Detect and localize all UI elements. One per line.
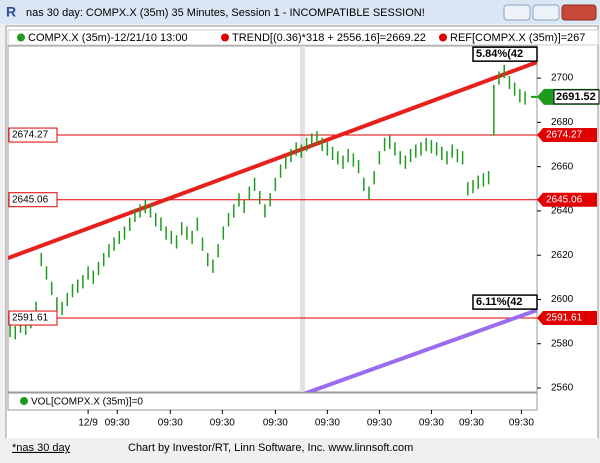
maximize-button[interactable] [532,4,560,21]
close-button[interactable] [561,4,597,21]
credit: Chart by Investor/RT, Linn Software, Inc… [128,442,413,454]
x-tick-label: 09:30 [315,418,340,429]
legend-entry: REF[COMPX.X (35m)]=267 [450,32,585,44]
reference-label-box [8,127,58,143]
title-bar [0,0,600,24]
y-tick-label: 2560 [551,383,574,394]
volume-icon [20,397,28,405]
minimize-button[interactable] [503,4,531,21]
legend-icon [439,33,447,42]
x-tick-label: 09:30 [367,418,392,429]
x-tick-label: 12/9 [78,418,98,429]
legend-icon [221,33,229,42]
x-tick-label: 09:30 [105,418,130,429]
app-logo: R [6,4,16,20]
x-tick-label: 09:30 [459,418,484,429]
trend-line [303,308,537,392]
x-tick-label: 09:30 [158,418,183,429]
y-tick-label: 2660 [551,161,574,172]
reference-label-box [8,310,58,326]
legend-entry: TREND[(0.36)*318 + 2556.16]=2669.22 [232,32,426,44]
x-tick-label: 09:30 [210,418,235,429]
plot-layer [8,60,537,392]
window-title: nas 30 day: COMPX.X (35m) 35 Minutes, Se… [26,7,425,19]
legend-icon [17,33,25,42]
volume-panel [7,392,538,411]
last-price-label: 2691.52 [556,91,596,103]
x-tick-label: 09:30 [509,418,534,429]
x-tick-label: 09:30 [263,418,288,429]
reference-label-box [8,192,58,208]
trend-label: 6.11%(42 [476,296,522,308]
y-tick-label: 2620 [551,250,574,261]
y-tick-label: 2640 [551,206,574,217]
status-bar [0,438,600,463]
trend-line [8,60,537,260]
legend-bar [7,29,599,46]
y-tick-label: 2580 [551,338,574,349]
plot-area [7,45,538,393]
reference-label: 2591.61 [12,313,49,324]
trend-label: 5.84%(42 [476,48,523,60]
reference-tag [537,311,597,326]
tab-label[interactable]: *nas 30 day [12,442,71,454]
reference-label: 2674.27 [12,130,49,141]
session-break [300,46,305,392]
reference-tag-label: 2645.06 [546,194,583,205]
y-tick-label: 2600 [551,294,574,305]
reference-tag-label: 2674.27 [546,130,583,141]
last-price-box [553,89,600,105]
x-tick-label: 09:30 [419,418,444,429]
volume-label: VOL[COMPX.X (35m)]=0 [31,397,143,408]
trend-label-box [472,46,538,62]
legend-entry: COMPX.X (35m)-12/21/10 13:00 [28,32,188,44]
trend-label-box [472,294,538,310]
reference-tag-label: 2591.61 [546,313,583,324]
y-tick-label: 2700 [551,73,574,84]
y-tick-label: 2680 [551,117,574,128]
reference-label: 2645.06 [12,194,49,205]
reference-tag [537,192,597,207]
reference-tag [537,128,597,143]
